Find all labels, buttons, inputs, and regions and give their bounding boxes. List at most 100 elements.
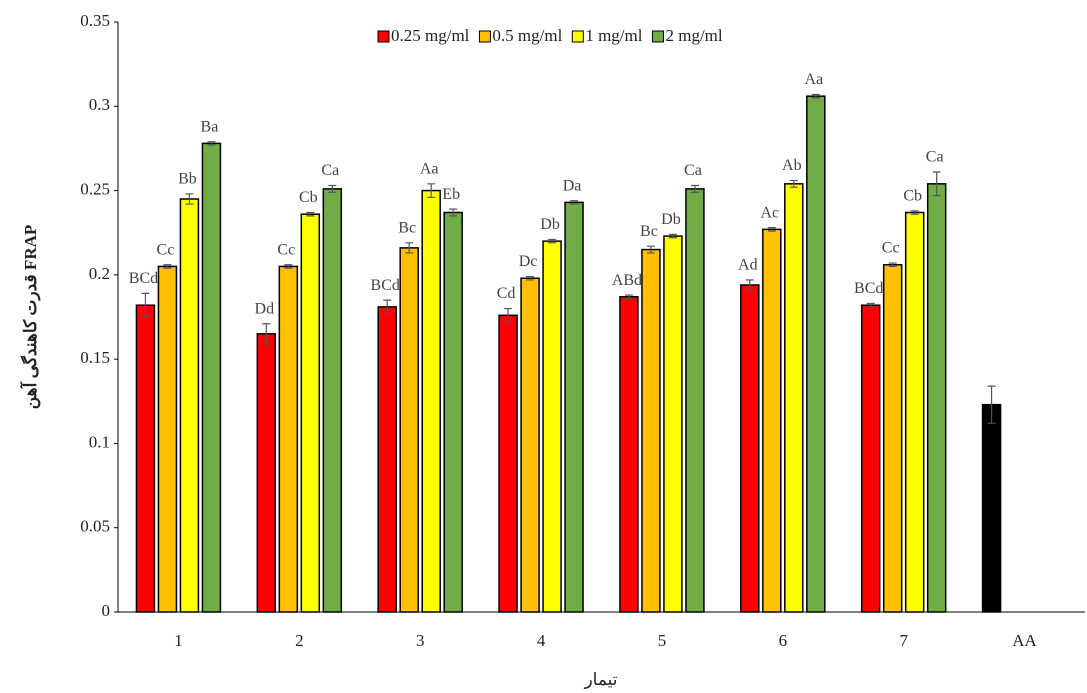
error-bar [624, 294, 633, 300]
legend-swatch [651, 30, 664, 43]
y-tick-label: 0.25 [80, 179, 110, 198]
bar [904, 211, 925, 613]
legend-label: 1 mg/ml [585, 26, 642, 45]
significance-label: Ca [684, 162, 702, 179]
y-tick-label: 0.15 [80, 348, 110, 367]
error-bar [141, 292, 150, 318]
legend-label: 2 mg/ml [665, 26, 722, 45]
bar [762, 228, 782, 613]
y-tick-label: 0.05 [80, 517, 110, 536]
significance-label: Da [563, 177, 582, 194]
bar [201, 142, 222, 613]
significance-label: Bc [640, 223, 658, 240]
bar [784, 183, 804, 613]
legend-swatch [478, 30, 491, 43]
significance-label: Eb [442, 186, 460, 203]
y-tick-label: 0 [102, 601, 111, 620]
error-bar [328, 184, 337, 193]
error-bar [745, 279, 754, 291]
bar [421, 189, 441, 613]
error-bar [284, 264, 293, 269]
significance-label: BCd [854, 280, 883, 297]
significance-label: Cc [157, 241, 175, 258]
bar [443, 211, 463, 613]
x-tick-label: 6 [779, 631, 788, 650]
bar [278, 265, 299, 613]
bar [926, 183, 947, 613]
significance-label: Db [661, 211, 681, 228]
error-bar [646, 245, 655, 254]
y-tick-label: 0.2 [89, 264, 110, 283]
bar [179, 198, 200, 613]
bar [740, 284, 760, 613]
y-tick-label: 0.35 [80, 11, 110, 30]
significance-label: BCd [129, 270, 158, 287]
x-tick-label: 2 [295, 631, 304, 650]
significance-label: Cc [277, 241, 295, 258]
error-bar [306, 211, 315, 217]
error-bar [888, 262, 897, 268]
x-tick-label: 1 [174, 631, 183, 650]
bar [135, 304, 156, 613]
error-bar [548, 238, 557, 244]
x-tick-label: 4 [537, 631, 546, 650]
x-tick-label: 7 [899, 631, 908, 650]
significance-label: ABd [612, 272, 642, 289]
error-bar [526, 275, 535, 281]
error-bar [866, 302, 875, 308]
error-bar [185, 193, 194, 205]
significance-label: Dc [519, 253, 538, 270]
bar [685, 188, 705, 613]
bar [882, 263, 903, 613]
bar [564, 201, 584, 613]
error-bar [504, 307, 513, 323]
error-bar [449, 208, 458, 217]
significance-label: Ca [321, 162, 339, 179]
significance-label: BCd [371, 277, 400, 294]
significance-label: Aa [804, 71, 823, 88]
bar [498, 314, 518, 613]
bar [256, 333, 277, 613]
legend-label: 0.25 mg/ml [391, 26, 470, 45]
significance-label: Cb [299, 189, 318, 206]
bar [663, 235, 683, 613]
bar [399, 247, 419, 613]
legend-swatch [377, 30, 390, 43]
error-bar [690, 184, 699, 193]
legend-swatch [571, 30, 584, 43]
significance-label: Ca [926, 149, 944, 166]
error-bar [163, 264, 172, 269]
error-bar [207, 141, 216, 146]
error-bar [987, 385, 996, 424]
significance-label: Ad [738, 257, 758, 274]
significance-label: Cd [497, 285, 516, 302]
bar [860, 304, 881, 613]
y-tick-label: 0.1 [89, 432, 110, 451]
bar [542, 240, 562, 613]
bar [641, 248, 661, 613]
significance-label: Db [540, 216, 560, 233]
y-axis-label: قدرت کاهندگی آهن FRAP [19, 225, 41, 410]
error-bar [262, 323, 271, 345]
significance-label: Aa [420, 161, 439, 178]
legend-label: 0.5 mg/ml [492, 26, 562, 45]
error-bar [910, 210, 919, 215]
error-bar [405, 242, 414, 254]
bar [322, 188, 343, 613]
bar [806, 95, 826, 613]
x-tick-label: AA [1012, 631, 1037, 650]
significance-label: Cb [903, 187, 922, 204]
error-bar [383, 299, 392, 315]
bar [377, 306, 397, 613]
error-bar [767, 227, 776, 232]
x-tick-label: 3 [416, 631, 425, 650]
significance-label: Ab [782, 157, 802, 174]
bar [981, 403, 1002, 613]
significance-label: Ac [760, 204, 779, 221]
error-bar [570, 200, 579, 205]
error-bar [932, 171, 941, 197]
significance-label: Cc [882, 240, 900, 257]
significance-label: Bc [398, 220, 416, 237]
